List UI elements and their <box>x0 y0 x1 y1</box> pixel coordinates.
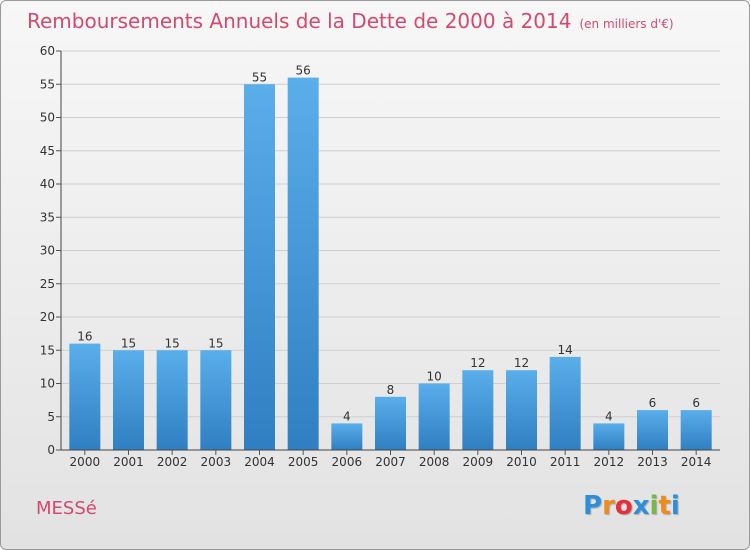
y-tick-label: 30 <box>40 244 55 258</box>
bar <box>113 350 144 450</box>
chart-title: Remboursements Annuels de la Dette de 20… <box>27 9 674 33</box>
bar <box>418 383 450 450</box>
proxiti-logo: Proxiti <box>583 491 680 521</box>
bar-value-label: 15 <box>208 336 223 350</box>
y-tick-label: 35 <box>40 210 55 224</box>
bar <box>549 356 581 450</box>
bar <box>637 410 668 450</box>
x-tick-label: 2006 <box>332 455 363 469</box>
y-tick-label: 60 <box>40 44 55 58</box>
bar <box>244 84 275 450</box>
bar <box>156 350 188 450</box>
bar-value-label: 14 <box>558 343 573 357</box>
logo-letter: i <box>649 491 659 521</box>
bar <box>69 343 101 450</box>
y-tick-label: 0 <box>47 443 55 457</box>
bar-value-label: 55 <box>252 70 267 84</box>
y-tick-label: 45 <box>40 144 55 158</box>
bar-value-label: 56 <box>296 64 311 78</box>
y-tick-label: 20 <box>40 310 55 324</box>
x-tick-label: 2011 <box>550 455 581 469</box>
bar <box>506 370 537 450</box>
bar-value-label: 4 <box>605 409 613 423</box>
y-tick-label: 15 <box>40 343 55 357</box>
x-tick-label: 2002 <box>157 455 188 469</box>
x-tick-label: 2012 <box>594 455 625 469</box>
x-tick-label: 2007 <box>375 455 406 469</box>
x-tick-label: 2005 <box>288 455 319 469</box>
chart-title-text: Remboursements Annuels de la Dette de 20… <box>27 9 572 33</box>
y-tick-label: 55 <box>40 77 55 91</box>
bar-value-label: 8 <box>387 383 395 397</box>
y-tick-label: 25 <box>40 277 55 291</box>
bar <box>680 410 712 450</box>
logo-letter: o <box>614 491 633 521</box>
commune-name: MESSé <box>36 498 97 519</box>
x-tick-label: 2001 <box>113 455 144 469</box>
x-tick-label: 2009 <box>463 455 494 469</box>
bar-value-label: 15 <box>165 336 180 350</box>
y-tick-label: 5 <box>47 410 55 424</box>
bar-value-label: 12 <box>470 356 485 370</box>
logo-letter: P <box>583 491 603 521</box>
logo-letter: t <box>658 491 671 521</box>
x-tick-label: 2010 <box>506 455 537 469</box>
bar <box>375 396 406 450</box>
x-tick-label: 2003 <box>201 455 232 469</box>
logo-letter: r <box>602 491 615 521</box>
bar-value-label: 15 <box>121 336 136 350</box>
x-tick-label: 2008 <box>419 455 450 469</box>
y-tick-label: 10 <box>40 377 55 391</box>
bar <box>287 77 319 450</box>
bar-value-label: 6 <box>649 396 657 410</box>
x-tick-label: 2013 <box>637 455 668 469</box>
bar-value-label: 12 <box>514 356 529 370</box>
unit-note: (en milliers d'€) <box>579 17 674 31</box>
bar-value-label: 16 <box>77 330 92 344</box>
bar <box>331 423 363 450</box>
bar <box>593 423 625 450</box>
y-tick-label: 50 <box>40 111 55 125</box>
x-tick-label: 2004 <box>244 455 275 469</box>
bar-value-label: 4 <box>343 409 351 423</box>
logo-letter: i <box>670 491 680 521</box>
bar-value-label: 10 <box>427 370 442 384</box>
bar <box>200 350 232 450</box>
x-tick-label: 2000 <box>70 455 101 469</box>
bar-value-label: 6 <box>692 396 700 410</box>
y-tick-label: 40 <box>40 177 55 191</box>
logo-letter: x <box>632 491 650 521</box>
bar <box>462 370 494 450</box>
x-tick-label: 2014 <box>681 455 712 469</box>
